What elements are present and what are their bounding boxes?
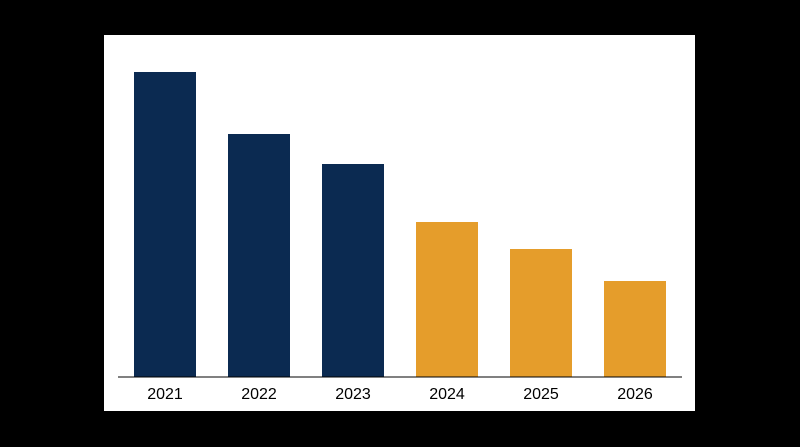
bar (604, 281, 666, 377)
chart-panel (104, 35, 695, 411)
x-tick-label: 2026 (617, 386, 653, 403)
x-tick-label: 2022 (241, 386, 277, 403)
x-tick-label: 2024 (429, 386, 465, 403)
x-tick-label: 2023 (335, 386, 371, 403)
x-tick-label: 2025 (523, 386, 559, 403)
bar (416, 222, 478, 377)
bar (322, 164, 384, 377)
bar (228, 134, 290, 377)
bar (510, 249, 572, 377)
x-tick-label: 2021 (147, 386, 183, 403)
bar (134, 72, 196, 377)
